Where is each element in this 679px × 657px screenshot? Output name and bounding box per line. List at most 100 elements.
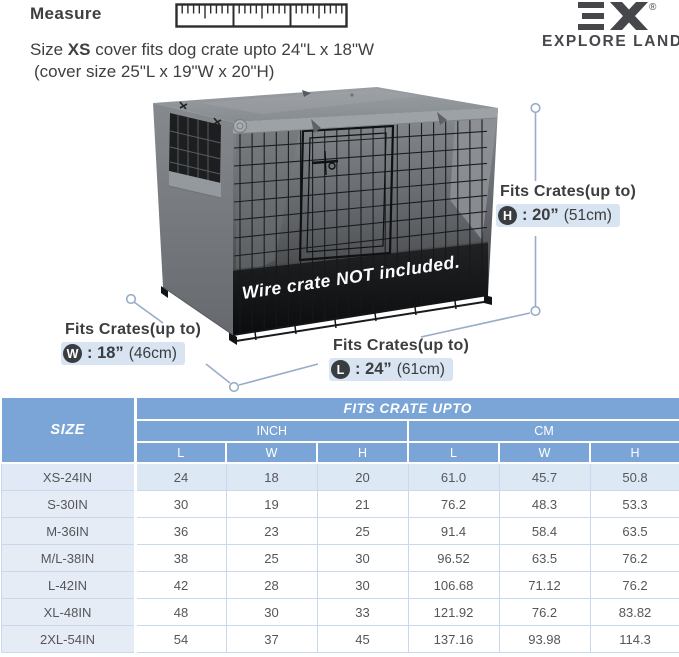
table-row: S-30IN 30 19 21 76.2 48.3 53.3: [0, 490, 679, 518]
l-annotation-value: L : 24” (61cm): [329, 358, 453, 381]
col-header-w-cm: W: [498, 441, 591, 464]
table-cell: 21: [316, 490, 409, 518]
table-cell: 18: [225, 462, 318, 491]
crate-door: [298, 124, 395, 262]
w-annotation: Fits Crates(up to) W : 18” (46cm): [61, 321, 201, 365]
table-cell: 76.2: [589, 544, 679, 572]
table-row: M-36IN 36 23 25 91.4 58.4 63.5: [0, 517, 679, 545]
table-cell: 93.98: [498, 625, 591, 653]
size-cell: 2XL-54IN: [0, 625, 137, 653]
cover-rolled-edge: [233, 108, 498, 134]
table-cell: 25: [316, 517, 409, 545]
table-unit-inch: INCH: [134, 419, 409, 443]
table-cell: 83.82: [589, 598, 679, 626]
table-cell: 91.4: [407, 517, 500, 545]
table-cell: 20: [316, 462, 409, 491]
cover-left-panel: [153, 103, 233, 335]
table-cell: 58.4: [498, 517, 591, 545]
table-cell: 137.16: [407, 625, 500, 653]
size-cell: S-30IN: [0, 490, 137, 518]
l-annotation-label: Fits Crates(up to): [333, 337, 470, 354]
ruler-icon: [175, 3, 348, 28]
table-cell: 76.2: [589, 571, 679, 599]
table-cell: 30: [134, 490, 227, 518]
table-cell: 121.92: [407, 598, 500, 626]
size-cell: XL-48IN: [0, 598, 137, 626]
cover-top-panel: [153, 87, 498, 122]
table-cell: 76.2: [407, 490, 500, 518]
l-dimension-badge: L: [331, 360, 350, 379]
table-row: L-42IN 42 28 30 106.68 71.12 76.2: [0, 571, 679, 599]
brand-name: EXPLORE LAND: [542, 33, 679, 50]
table-cell: 33: [316, 598, 409, 626]
table-cell: 25: [225, 544, 318, 572]
table-cell: 53.3: [589, 490, 679, 518]
col-header-h-cm: H: [588, 441, 679, 464]
table-cell: 48.3: [498, 490, 591, 518]
h-annotation: Fits Crates(up to) H : 20” (51cm): [496, 183, 636, 227]
table-cell: 37: [225, 625, 318, 653]
col-header-l-inch: L: [134, 441, 227, 464]
size-value: XS: [67, 40, 91, 59]
table-cell: 28: [225, 571, 318, 599]
table-cell: 54: [134, 625, 227, 653]
table-cell: 61.0: [407, 462, 500, 491]
table-cell: 36: [134, 517, 227, 545]
col-header-h-inch: H: [316, 441, 409, 464]
table-cell: 96.52: [407, 544, 500, 572]
l-annotation: Fits Crates(up to) L : 24” (61cm): [329, 337, 469, 381]
col-header-l-cm: L: [407, 441, 500, 464]
table-cell: 76.2: [498, 598, 591, 626]
size-desc-prefix: Size: [30, 40, 68, 59]
table-cell: 45.7: [498, 462, 591, 491]
table-cell: 106.68: [407, 571, 500, 599]
dimension-line-w: [133, 301, 164, 324]
size-cell: M/L-38IN: [0, 544, 137, 572]
table-cell: 63.5: [498, 544, 591, 572]
sizes-table: SIZE FITS CRATE UPTO INCH CM L W H L W H…: [0, 396, 679, 653]
size-desc-suffix: cover fits dog crate upto 24"L x 18"W: [90, 40, 375, 59]
table-row: M/L-38IN 38 25 30 96.52 63.5 76.2: [0, 544, 679, 572]
table-title: FITS CRATE UPTO: [133, 396, 679, 421]
table-cell: 24: [134, 462, 227, 491]
w-annotation-value: W : 18” (46cm): [61, 342, 185, 365]
table-unit-cm: CM: [406, 419, 679, 443]
w-annotation-label: Fits Crates(up to): [65, 321, 202, 338]
l-value-inches: : 24”: [355, 360, 392, 378]
h-value-cm: (51cm): [563, 206, 612, 224]
brand-mark-icon: [578, 2, 648, 30]
table-cell: 71.12: [498, 571, 591, 599]
table-cell: 30: [316, 544, 409, 572]
table-row: XS-24IN 24 18 20 61.0 45.7 50.8: [0, 462, 679, 491]
table-cell: 48: [134, 598, 227, 626]
window-flap: [169, 171, 221, 198]
table-size-header: SIZE: [0, 396, 137, 464]
table-cell: 30: [225, 598, 318, 626]
table-cell: 23: [225, 517, 318, 545]
table-row: 2XL-54IN 54 37 45 137.16 93.98 114.3: [0, 625, 679, 653]
size-description: Size XS cover fits dog crate upto 24"L x…: [30, 39, 374, 83]
brand-registered-mark: ®: [649, 2, 657, 13]
size-cell: XS-24IN: [0, 462, 137, 491]
w-dimension-badge: W: [63, 344, 82, 363]
table-cell: 38: [134, 544, 227, 572]
table-row: XL-48IN 48 30 33 121.92 76.2 83.82: [0, 598, 679, 626]
table-cell: 19: [225, 490, 318, 518]
table-cell: 45: [316, 625, 409, 653]
wire-mesh: [233, 118, 488, 333]
h-dimension-badge: H: [498, 206, 517, 225]
table-cell: 114.3: [589, 625, 679, 653]
size-cell: L-42IN: [0, 571, 137, 599]
cover-size-line: (cover size 25"L x 19"W x 20"H): [34, 62, 275, 81]
table-cell: 50.8: [589, 462, 679, 491]
h-annotation-value: H : 20” (51cm): [496, 204, 620, 227]
h-annotation-label: Fits Crates(up to): [500, 183, 637, 200]
table-cell: 30: [316, 571, 409, 599]
size-cell: M-36IN: [0, 517, 137, 545]
watermark: Wire crate NOT included.: [241, 251, 462, 303]
measure-heading: Measure: [30, 4, 102, 23]
table-cell: 63.5: [589, 517, 679, 545]
w-value-inches: : 18”: [87, 344, 124, 362]
h-value-inches: : 20”: [522, 206, 559, 224]
